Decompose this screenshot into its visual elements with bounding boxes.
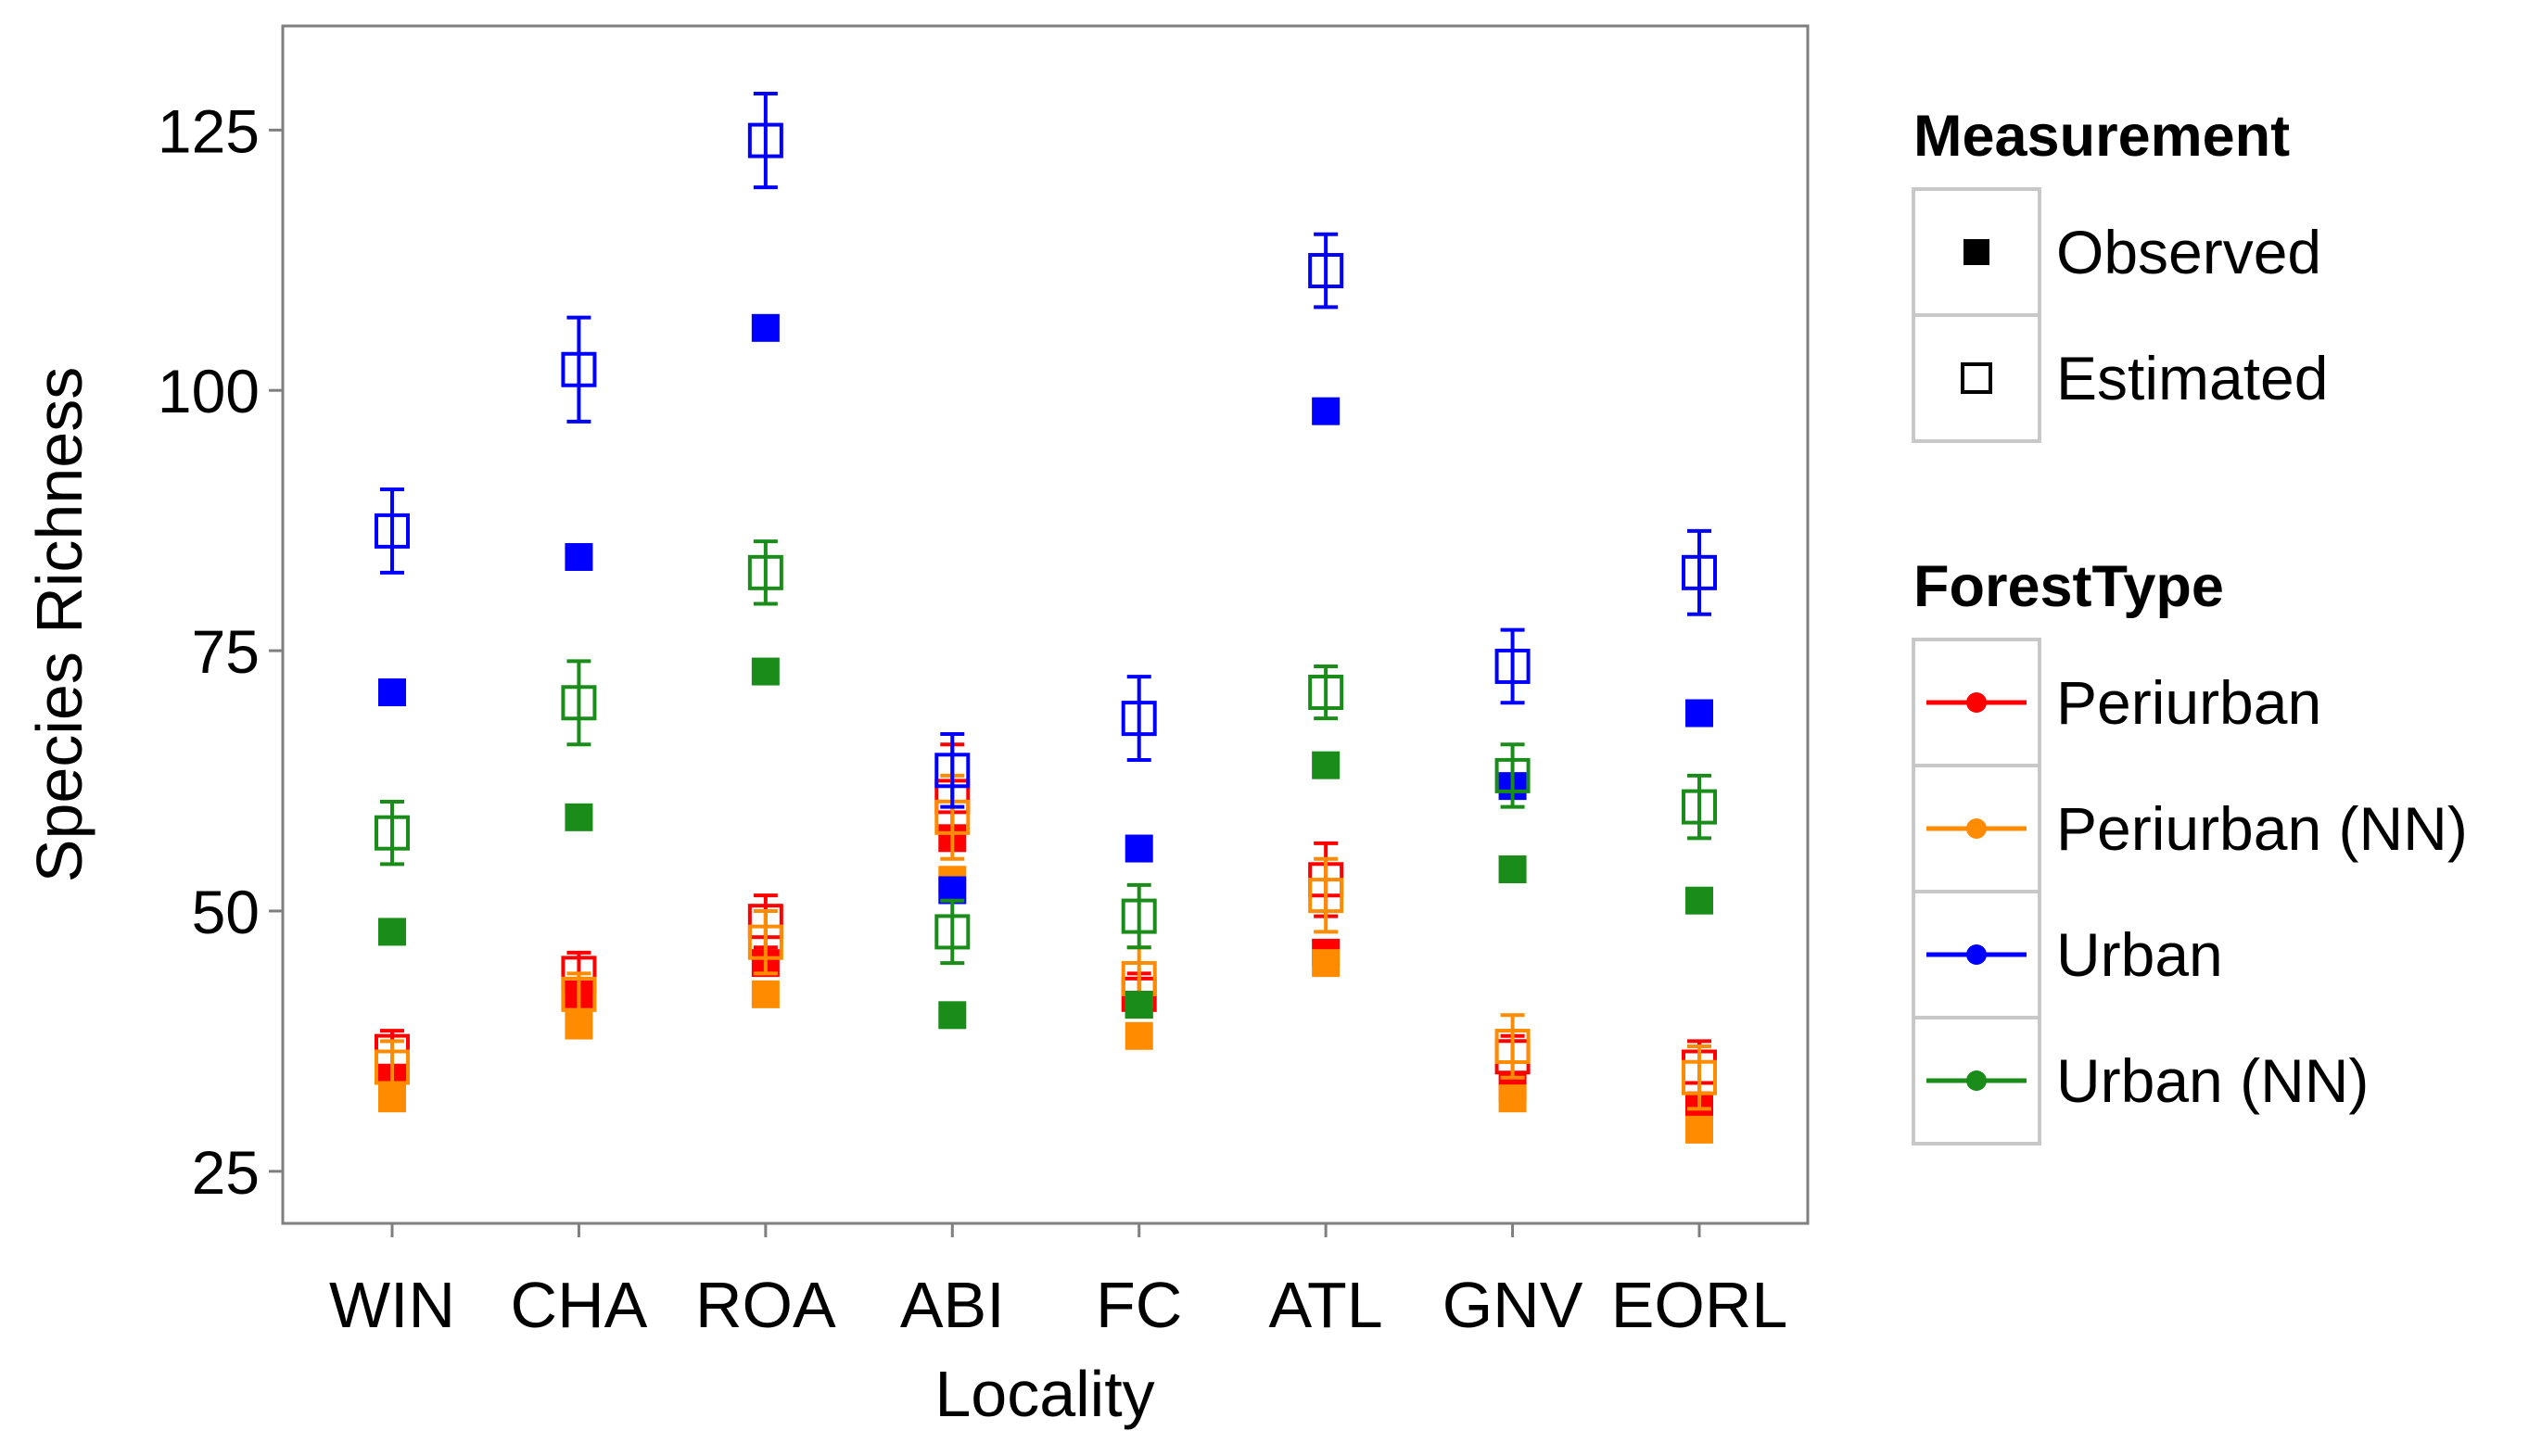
estimated-point-urban-nn — [1308, 675, 1344, 711]
legend-label-urban-nn: Urban (NN) — [2056, 1046, 2369, 1115]
legend-label-periurban-nn: Periurban (NN) — [2056, 794, 2468, 863]
estimated-point-urban — [375, 513, 410, 549]
x-tick-label: WIN — [329, 1269, 455, 1341]
observed-point-urban-nn — [751, 657, 780, 686]
estimated-point-urban-nn — [1121, 898, 1157, 934]
legend-dot-periurban — [1966, 692, 1987, 713]
x-tick-label: GNV — [1442, 1269, 1583, 1341]
legend-label-periurban: Periurban — [2056, 668, 2321, 737]
estimated-point-urban-nn — [561, 685, 597, 721]
estimated-point-urban — [1682, 554, 1717, 590]
observed-point-periurban-nn — [1685, 1115, 1713, 1144]
legend-title-foresttype: ForestType — [1913, 554, 2224, 619]
legend-label-observed: Observed — [2056, 218, 2321, 286]
estimated-point-urban-nn — [747, 554, 783, 590]
observed-point-urban-nn — [1498, 855, 1527, 884]
legend-observed-swatch — [1963, 239, 1989, 265]
legend-dot-periurban-nn — [1966, 818, 1987, 839]
y-tick-label: 100 — [158, 357, 260, 425]
y-tick-label: 50 — [192, 878, 260, 946]
y-tick-label: 25 — [192, 1138, 260, 1207]
legend-foresttype-keys: Periurban Periurban (NN) Urban Urban (NN) — [1912, 638, 2468, 1146]
observed-point-periurban-nn — [1498, 1084, 1527, 1113]
observed-point-urban-nn — [1685, 886, 1713, 915]
y-tick-label: 75 — [192, 617, 260, 686]
x-tick-label: ABI — [900, 1269, 1005, 1341]
estimated-point-urban — [1494, 648, 1531, 684]
observed-point-urban-nn — [938, 1001, 967, 1030]
y-tick-label: 125 — [158, 96, 260, 165]
observed-point-urban — [565, 542, 593, 571]
y-axis-title: Species Richness — [23, 367, 95, 882]
x-tick-label: ATL — [1269, 1269, 1383, 1341]
observed-point-urban-nn — [1312, 751, 1341, 779]
x-tick-label: EORL — [1611, 1269, 1788, 1341]
estimated-point-urban-nn — [934, 914, 971, 950]
legend-label-urban: Urban — [2056, 920, 2223, 989]
legend-dot-urban-nn — [1966, 1070, 1987, 1091]
legend-measurement-keys: Observed Estimated — [1912, 187, 2328, 443]
estimated-point-periurban-nn — [1308, 878, 1344, 914]
x-tick-label: ROA — [695, 1269, 836, 1341]
observed-point-urban — [1685, 699, 1713, 728]
legend-key-box — [1912, 313, 2041, 443]
estimated-point-urban-nn — [1494, 757, 1531, 793]
legend-label-estimated: Estimated — [2056, 344, 2328, 412]
estimated-point-urban — [561, 351, 597, 387]
estimated-point-periurban-nn — [375, 1049, 410, 1085]
legend: Measurement ForestType Observed Estimated… — [1912, 104, 2468, 1146]
estimated-point-urban-nn — [375, 815, 410, 851]
observed-point-periurban-nn — [1125, 1021, 1153, 1050]
estimated-point-urban — [1308, 253, 1344, 289]
x-tick-label: CHA — [511, 1269, 648, 1341]
y-axis: 25 50 75 100 125 — [158, 96, 283, 1207]
x-tick-label: FC — [1096, 1269, 1182, 1341]
x-axis-title: Locality — [934, 1358, 1154, 1430]
x-axis: WIN CHA ROA ABI FC ATL GNV EORL — [329, 1223, 1787, 1341]
observed-point-urban — [1125, 834, 1153, 863]
observed-point-urban-nn — [1125, 991, 1153, 1019]
estimated-point-periurban-nn — [1494, 1029, 1531, 1065]
estimated-point-urban — [934, 753, 971, 789]
legend-title-measurement: Measurement — [1913, 104, 2290, 169]
observed-point-urban-nn — [378, 918, 406, 946]
plot-panel — [281, 24, 1810, 1225]
observed-point-urban — [751, 313, 780, 342]
observed-point-urban — [1312, 397, 1341, 425]
observed-point-urban-nn — [565, 803, 593, 831]
observed-point-periurban-nn — [751, 980, 780, 1008]
observed-point-periurban-nn — [1312, 949, 1341, 978]
legend-dot-urban — [1966, 944, 1987, 965]
observed-point-urban — [378, 678, 406, 707]
estimated-point-periurban-nn — [747, 924, 783, 960]
estimated-point-urban — [747, 122, 783, 158]
estimated-point-periurban-nn — [561, 976, 597, 1012]
estimated-point-urban — [1121, 701, 1157, 737]
data-marks — [375, 92, 1717, 1144]
estimated-point-urban-nn — [1682, 789, 1717, 825]
legend-estimated-swatch — [1961, 362, 1992, 394]
estimated-point-periurban-nn — [1682, 1059, 1717, 1095]
